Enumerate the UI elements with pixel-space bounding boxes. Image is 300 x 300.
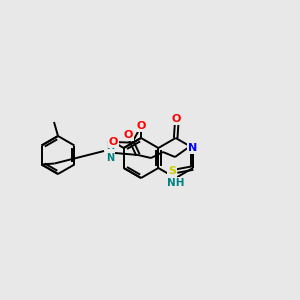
Text: NH: NH xyxy=(167,178,184,188)
Text: S: S xyxy=(168,166,176,176)
Text: H
N: H N xyxy=(106,141,114,163)
Text: O: O xyxy=(136,121,146,131)
Text: O: O xyxy=(172,114,182,124)
Text: O: O xyxy=(109,137,118,147)
Text: NH: NH xyxy=(167,178,184,188)
Text: O: O xyxy=(123,130,133,140)
Text: N: N xyxy=(188,143,198,153)
Text: N: N xyxy=(188,143,198,153)
Text: O: O xyxy=(172,114,182,124)
Text: O: O xyxy=(123,130,133,140)
Text: O: O xyxy=(109,137,118,147)
Text: H
N: H N xyxy=(106,141,114,163)
Text: S: S xyxy=(168,166,176,176)
Text: O: O xyxy=(136,121,146,131)
